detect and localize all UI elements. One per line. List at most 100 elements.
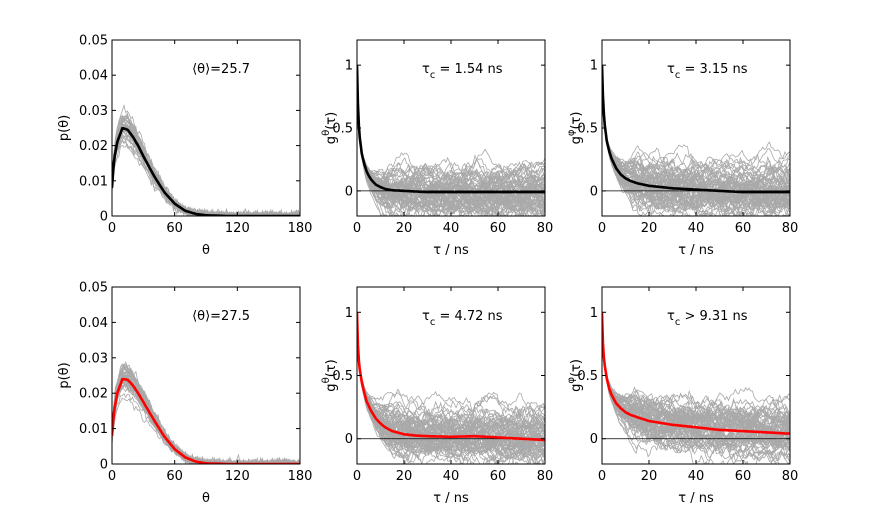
trajectory-line <box>112 114 300 216</box>
trajectory-group <box>357 312 545 464</box>
plot-area <box>112 103 300 216</box>
y-axis-label: gθ(τ) <box>321 359 339 391</box>
y-tick-label: 0.5 <box>332 122 353 137</box>
x-tick-label: 60 <box>735 221 752 236</box>
trajectory-group <box>602 312 790 464</box>
trajectory-line <box>602 65 790 211</box>
x-tick-label: 60 <box>490 469 507 484</box>
x-axis-label: τ / ns <box>678 243 714 258</box>
x-tick-label: 0 <box>353 221 361 236</box>
panel-bottom-right: 0 20 40 60 80 0 0.5 1 τ / ns gφ(τ) τc > 9.31 ns <box>566 286 799 506</box>
x-tick-label: 180 <box>288 469 313 484</box>
y-tick-label: 0.5 <box>332 369 353 384</box>
y-tick-label: 1 <box>345 306 353 321</box>
trajectory-line <box>357 312 545 464</box>
trajectory-line <box>602 65 780 216</box>
y-axis-label-group: p(θ) <box>57 362 72 388</box>
y-tick-label: 0.02 <box>79 139 108 154</box>
trajectory-line <box>112 119 300 216</box>
trajectory-line <box>602 65 730 216</box>
x-tick-label: 180 <box>288 221 313 236</box>
x-axis-label: θ <box>202 491 210 506</box>
trajectory-line <box>112 367 300 464</box>
trajectory-group <box>112 361 300 464</box>
x-tick-label: 80 <box>537 221 554 236</box>
trajectory-line <box>112 363 300 464</box>
plot-area <box>112 361 300 464</box>
plot-area <box>357 312 545 464</box>
x-tick-label: 0 <box>598 469 606 484</box>
panel-annotation: τc > 9.31 ns <box>667 309 748 328</box>
trajectory-line <box>112 363 300 464</box>
trajectory-line <box>602 312 790 425</box>
x-tick-label: 120 <box>225 221 250 236</box>
trajectory-line <box>602 312 790 432</box>
mean-line <box>357 65 545 194</box>
trajectory-line <box>602 65 790 204</box>
x-tick-label: 80 <box>782 469 799 484</box>
trajectory-line <box>112 366 300 464</box>
trajectory-line <box>112 369 300 464</box>
x-tick-label: 60 <box>735 469 752 484</box>
y-axis-label: p(θ) <box>57 115 72 141</box>
panel-annotation: ⟨θ⟩=27.5 <box>192 309 250 324</box>
panel-annotation: τc = 3.15 ns <box>667 62 748 81</box>
y-axis-label: gθ(τ) <box>321 112 339 144</box>
panel-top-right: 0 20 40 60 80 0 0.5 1 τ / ns gφ(τ) τc = 3.15 ns <box>566 39 798 258</box>
trajectory-line <box>357 312 545 460</box>
x-tick-label: 0 <box>353 469 361 484</box>
trajectory-line <box>602 312 790 439</box>
y-tick-label: 1 <box>345 59 353 74</box>
trajectory-line <box>357 312 545 430</box>
y-tick-label: 0 <box>590 432 598 447</box>
panel-annotation: τc = 4.72 ns <box>422 309 503 328</box>
x-tick-label: 0 <box>108 221 116 236</box>
panel-top-middle: 0 20 40 60 80 0 0.5 1 τ / ns gθ(τ) τc = 1.54 ns <box>321 39 554 258</box>
x-tick-label: 80 <box>537 469 554 484</box>
x-tick-label: 40 <box>443 221 460 236</box>
x-tick-label: 20 <box>396 221 413 236</box>
y-tick-label: 0.04 <box>79 316 108 331</box>
panel-bottom-middle: 0 20 40 60 80 0 0.5 1 τ / ns gθ(τ) τc = 4.72 ns <box>321 286 554 506</box>
trajectory-line <box>602 312 790 430</box>
y-axis-label-group: gθ(τ) <box>321 112 339 144</box>
trajectory-line <box>357 312 545 461</box>
y-tick-label: 0 <box>345 432 353 447</box>
trajectory-line <box>602 65 790 187</box>
x-tick-label: 0 <box>598 221 606 236</box>
y-tick-label: 0.05 <box>79 281 108 296</box>
x-tick-label: 40 <box>688 221 705 236</box>
x-axis-label: τ / ns <box>433 243 469 258</box>
panel-annotation: ⟨θ⟩=25.7 <box>192 62 250 77</box>
trajectory-line <box>112 114 300 216</box>
trajectory-line <box>112 115 300 216</box>
plot-area <box>602 65 790 216</box>
y-tick-label: 0 <box>345 184 353 199</box>
trajectory-line <box>357 65 545 187</box>
trajectory-line <box>112 365 300 464</box>
y-tick-label: 1 <box>590 59 598 74</box>
trajectory-line <box>112 119 300 216</box>
trajectory-line <box>112 363 300 464</box>
trajectory-line <box>357 312 545 434</box>
y-tick-label: 1 <box>590 306 598 321</box>
y-axis-label-group: gθ(τ) <box>321 359 339 391</box>
y-tick-label: 0.02 <box>79 387 108 402</box>
y-tick-label: 0.04 <box>79 69 108 84</box>
trajectory-line <box>602 65 790 176</box>
trajectory-line <box>357 312 545 450</box>
panel-top-left: 0 60 120 180 0 0.01 0.02 0.03 0.04 0.05 θ p(θ) ⟨θ⟩=2… <box>57 34 312 259</box>
y-axis-label-group: gφ(τ) <box>566 112 584 145</box>
trajectory-line <box>357 312 545 455</box>
panel-annotation: τc = 1.54 ns <box>422 62 503 81</box>
trajectory-line <box>112 365 300 464</box>
x-tick-label: 20 <box>396 469 413 484</box>
trajectory-group <box>602 65 790 216</box>
trajectory-line <box>112 367 300 464</box>
trajectory-line <box>602 65 790 216</box>
x-tick-label: 20 <box>641 469 658 484</box>
mean-line <box>357 312 545 442</box>
trajectory-line <box>357 65 545 216</box>
trajectory-line <box>112 143 300 216</box>
